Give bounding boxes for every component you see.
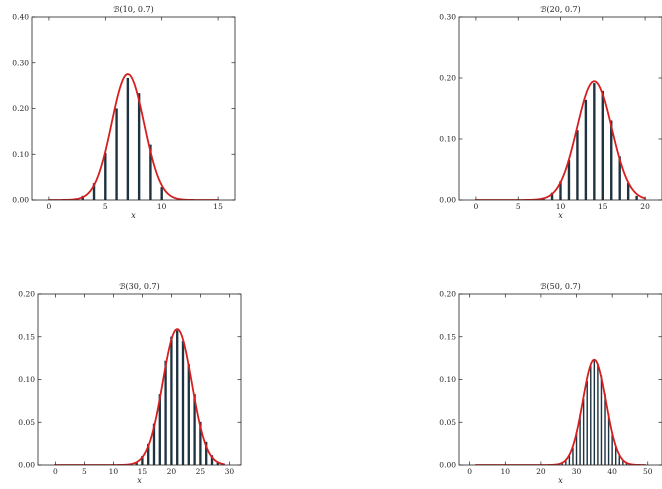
x-tick-label: 50 [643, 467, 653, 476]
normal-curve [54, 329, 225, 465]
y-tick-label: 0.30 [12, 58, 29, 67]
chart-1: 0 5 10 15 0.00 0.10 0.20 0.30 0.40 ℬ(10, 0.7) x [12, 5, 235, 220]
bar [572, 448, 573, 465]
x-tick-label: 0 [474, 202, 479, 211]
x-tick-label: 5 [82, 467, 87, 476]
x-axis-label: x [558, 476, 563, 485]
y-tick-label: 0.10 [439, 375, 456, 384]
normal-curve [48, 74, 219, 200]
y-tick-label: 0.00 [439, 461, 456, 470]
chart-title: ℬ(30, 0.7) [119, 282, 160, 291]
x-axis-label: x [137, 476, 142, 485]
bar [170, 337, 172, 465]
x-axis-label: x [558, 211, 563, 220]
x-tick-label: 0 [47, 202, 52, 211]
chart-3: 0 5 10 15 20 25 30 0.00 0.05 0.10 0.15 0.20 ℬ(30, 0.… [18, 282, 241, 485]
bar [590, 366, 591, 465]
bar [602, 91, 604, 200]
bar [586, 381, 587, 465]
x-tick-label: 10 [157, 202, 167, 211]
bars [558, 360, 638, 465]
x-tick-label: 10 [556, 202, 566, 211]
bar [585, 100, 587, 200]
y-tick-label: 0.20 [18, 290, 35, 299]
bars [124, 330, 231, 465]
plot-frame [459, 17, 662, 200]
bar [593, 83, 595, 200]
x-axis-label: x [131, 211, 136, 220]
bar [164, 361, 166, 465]
x-tick-label: 15 [213, 202, 223, 211]
x-tick-label: 25 [196, 467, 206, 476]
bar [601, 375, 602, 465]
bar [138, 93, 140, 200]
x-tick-label: 0 [467, 467, 472, 476]
y-tick-label: 0.15 [439, 332, 456, 341]
x-tick-label: 10 [109, 467, 119, 476]
y-tick-label: 0.20 [12, 104, 29, 113]
x-tick-label: 20 [167, 467, 177, 476]
chart-4: 0 10 20 30 40 50 0.00 0.05 0.10 0.15 0.20 ℬ(50, 0.7… [439, 282, 662, 485]
chart-title: ℬ(10, 0.7) [113, 5, 154, 14]
bar [597, 363, 598, 465]
y-tick-label: 0.40 [12, 13, 29, 22]
x-tick-label: 10 [501, 467, 511, 476]
chart-title: ℬ(50, 0.7) [540, 282, 581, 291]
x-tick-label: 40 [607, 467, 617, 476]
y-tick-label: 0.20 [439, 290, 456, 299]
y-tick-label: 0.30 [439, 13, 456, 22]
x-tick-label: 30 [572, 467, 582, 476]
y-tick-label: 0.00 [12, 196, 29, 205]
y-tick-label: 0.10 [12, 150, 29, 159]
bar [576, 130, 578, 200]
y-tick-label: 0.05 [439, 418, 456, 427]
plot-frame [459, 294, 662, 465]
x-tick-label: 20 [640, 202, 650, 211]
bar [182, 341, 184, 465]
bar [115, 108, 117, 200]
chart-2: 0 5 10 15 20 0.00 0.10 0.20 0.30 ℬ(20, 0.7) x [439, 5, 662, 220]
x-tick-label: 15 [138, 467, 148, 476]
normal-curve [475, 360, 646, 465]
x-tick-label: 5 [516, 202, 521, 211]
bar [188, 364, 190, 465]
y-tick-label: 0.20 [439, 74, 456, 83]
bar [594, 360, 595, 465]
bar [127, 78, 129, 200]
y-tick-label: 0.10 [18, 375, 35, 384]
bar [635, 196, 637, 200]
x-tick-label: 20 [536, 467, 546, 476]
y-tick-label: 0.05 [18, 418, 35, 427]
y-tick-label: 0.15 [18, 332, 35, 341]
bar [568, 160, 570, 200]
bar [176, 330, 178, 465]
bar [583, 399, 584, 465]
plot-frame [38, 294, 241, 465]
y-tick-label: 0.10 [439, 135, 456, 144]
bar [104, 153, 106, 200]
x-tick-label: 5 [103, 202, 108, 211]
y-tick-label: 0.00 [18, 461, 35, 470]
x-tick-label: 0 [53, 467, 58, 476]
x-tick-label: 15 [598, 202, 608, 211]
chart-title: ℬ(20, 0.7) [540, 5, 581, 14]
y-tick-label: 0.00 [439, 196, 456, 205]
x-tick-label: 30 [225, 467, 235, 476]
plot-frame [32, 17, 235, 200]
